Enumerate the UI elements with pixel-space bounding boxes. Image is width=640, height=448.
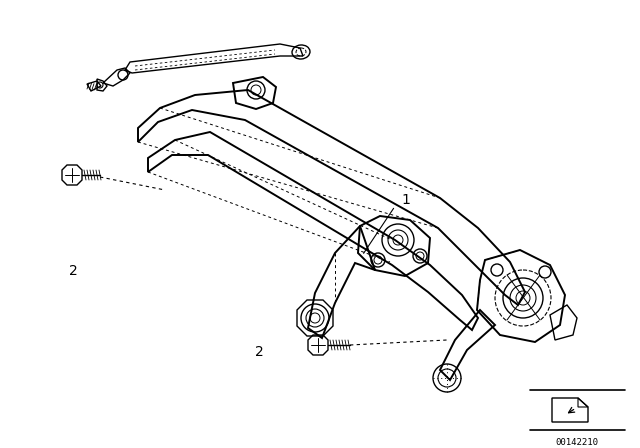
Text: 2: 2 (255, 345, 264, 359)
Text: 00142210: 00142210 (556, 438, 598, 447)
Text: 2: 2 (69, 264, 78, 278)
Text: 1: 1 (401, 194, 410, 207)
